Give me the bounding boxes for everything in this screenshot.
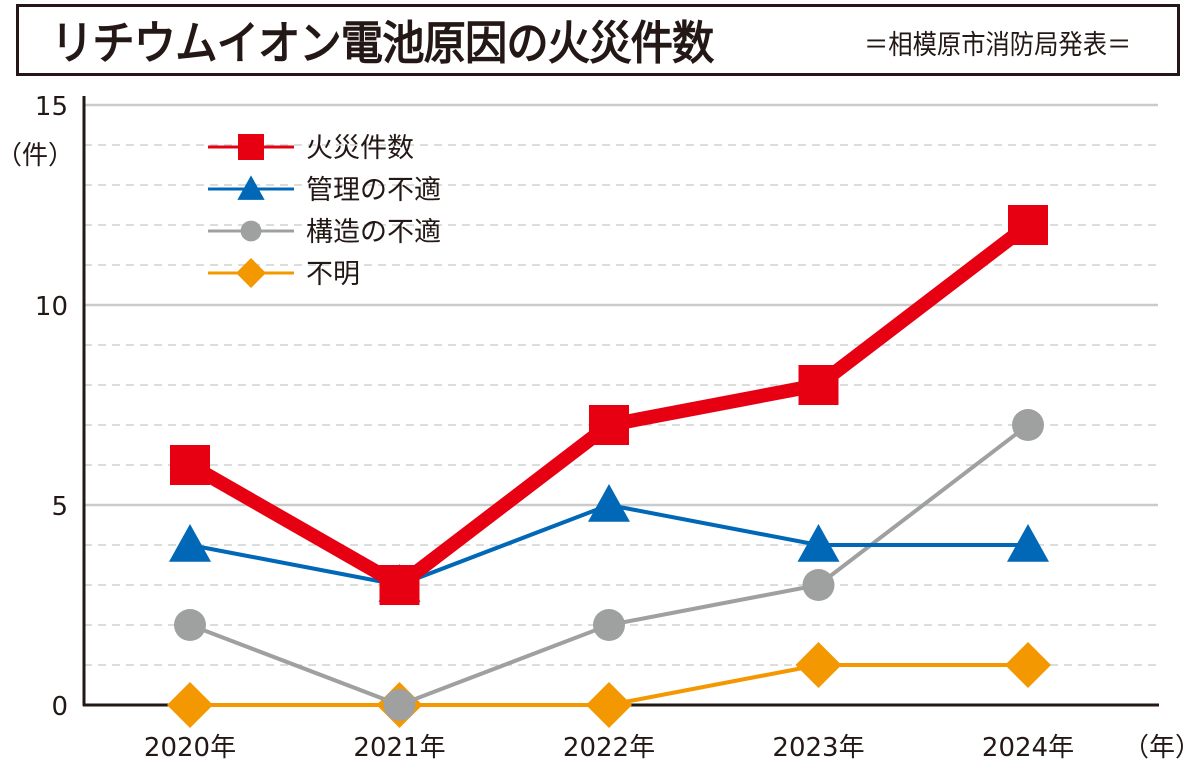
y-axis-label: （件） [0, 141, 74, 171]
marker-diamond [586, 682, 632, 728]
legend-item: 構造の不適 [208, 217, 441, 248]
marker-square [798, 365, 839, 405]
x-tick-label: 2021年 [353, 733, 445, 763]
marker-circle [1012, 409, 1044, 441]
marker-triangle [797, 524, 840, 562]
marker-circle [593, 609, 625, 641]
marker-triangle [1007, 524, 1049, 562]
legend-label: 構造の不適 [306, 217, 441, 248]
legend-item: 管理の不適 [208, 175, 441, 206]
legend-label: 管理の不適 [306, 175, 441, 206]
marker-diamond [236, 258, 266, 288]
chart-source: ＝相模原市消防局発表＝ [864, 30, 1132, 61]
x-tick-label: 2024年 [982, 733, 1074, 763]
marker-circle [383, 689, 416, 721]
marker-triangle [588, 484, 630, 522]
tick-labels: 0 5 10 15 （件） 2020年 2021年 2022年 2023年 2024年 （年） [0, 92, 1200, 763]
marker-square [170, 445, 210, 485]
y-tick-label: 10 [35, 292, 68, 322]
marker-diamond [1005, 642, 1051, 688]
marker-square [379, 565, 420, 605]
legend-label: 不明 [306, 259, 360, 290]
legend-item: 不明 [208, 258, 360, 290]
x-tick-label: 2020年 [144, 733, 236, 763]
y-tick-label: 15 [35, 92, 68, 122]
legend-item: 火災件数 [208, 133, 414, 164]
marker-diamond [795, 642, 842, 688]
series-square [170, 205, 1048, 605]
series-circle [174, 409, 1044, 721]
y-tick-label: 5 [51, 492, 68, 522]
marker-circle [802, 569, 835, 601]
marker-triangle [237, 175, 265, 200]
marker-circle [174, 609, 206, 641]
title-box: リチウムイオン電池原因の火災件数 ＝相模原市消防局発表＝ [16, 4, 1180, 76]
x-tick-label: 2023年 [772, 733, 864, 763]
series-triangle [169, 484, 1049, 602]
marker-square [238, 134, 264, 160]
marker-diamond [167, 682, 213, 728]
marker-circle [240, 220, 262, 242]
legend-label: 火災件数 [306, 133, 414, 164]
x-tick-label: 2022年 [563, 733, 655, 763]
marker-square [1008, 205, 1048, 245]
y-tick-label: 0 [51, 692, 68, 722]
marker-square [589, 405, 629, 445]
series-layer [167, 205, 1051, 728]
chart-title: リチウムイオン電池原因の火災件数 [51, 16, 714, 70]
series-diamond [167, 642, 1051, 728]
x-axis-label: （年） [1123, 733, 1200, 763]
marker-triangle [169, 524, 211, 562]
